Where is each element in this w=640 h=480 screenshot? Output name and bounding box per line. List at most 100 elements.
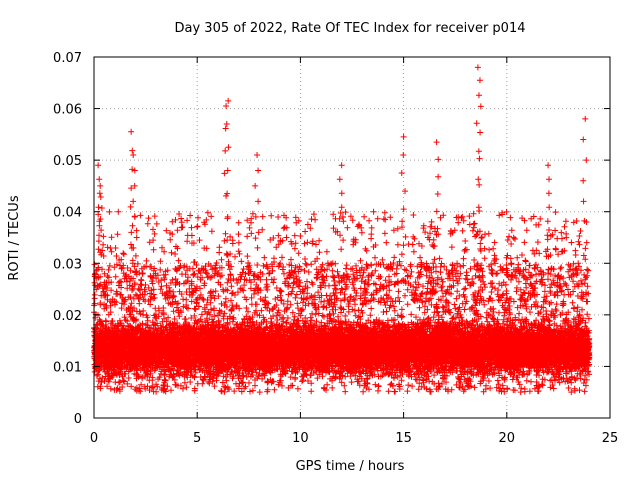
peak-trail-point <box>398 224 405 231</box>
peak-trail-point <box>127 241 134 248</box>
peak-trail-point <box>336 176 343 183</box>
peak-trail-point <box>544 218 551 225</box>
peak-trail-point <box>131 213 138 220</box>
chart-title: Day 305 of 2022, Rate Of TEC Index for r… <box>175 21 526 36</box>
peak-trail-point <box>252 213 259 220</box>
y-axis-title: ROTI / TECUs <box>7 195 22 280</box>
peak-trail-point <box>434 225 441 232</box>
x-tick-labels: 0 5 10 15 20 25 <box>90 431 618 446</box>
y-tick-label: 0.03 <box>53 257 82 272</box>
peak-trail-point <box>580 198 587 205</box>
peak-point <box>400 133 407 140</box>
peak-trail-point <box>400 206 407 213</box>
peak-trail-point <box>97 249 104 256</box>
plot-frame <box>93 56 611 419</box>
x-tick-label: 15 <box>395 431 412 446</box>
peak-point <box>476 77 483 84</box>
peak-trail-point <box>224 237 231 244</box>
peak-trail-point <box>131 167 138 174</box>
peak-trail-point <box>131 182 138 189</box>
peak-trail-point <box>128 185 135 192</box>
peak-trail-point <box>129 166 136 173</box>
peak-trail-point <box>544 232 551 239</box>
peak-trail-point <box>580 136 587 143</box>
y-tick-label: 0 <box>74 412 82 427</box>
data-points <box>91 64 593 396</box>
peak-point <box>582 115 589 122</box>
y-tick-label: 0.06 <box>53 103 82 118</box>
peak-trail-point <box>476 207 483 214</box>
peak-trail-point <box>434 191 441 198</box>
peak-trail-point <box>96 232 103 239</box>
peak-trail-point <box>546 204 553 211</box>
peak-trail-point <box>583 157 590 164</box>
peak-trail-point <box>435 173 442 180</box>
peak-trail-point <box>130 198 137 205</box>
peak-point <box>545 162 552 169</box>
peak-trail-point <box>97 216 104 223</box>
peak-trail-point <box>338 246 345 253</box>
peak-trail-point <box>129 147 136 154</box>
peak-trail-point <box>475 148 482 155</box>
peak-trail-point <box>476 155 483 162</box>
peak-trail-point <box>255 198 262 205</box>
y-tick-label: 0.07 <box>53 51 82 66</box>
peak-trail-point <box>128 229 135 236</box>
peak-trail-point <box>475 92 482 99</box>
peak-trail-point <box>433 208 440 215</box>
peak-trail-point <box>222 147 229 154</box>
peak-point <box>130 151 137 158</box>
peak-trail-point <box>544 246 551 253</box>
peak-point <box>338 162 345 169</box>
peak-trail-point <box>255 167 262 174</box>
peak-trail-point <box>225 144 232 151</box>
peak-point <box>97 182 104 189</box>
peak-trail-point <box>478 234 485 241</box>
peak-trail-point <box>545 190 552 197</box>
peak-trail-point <box>400 151 407 158</box>
peak-trail-point <box>580 177 587 184</box>
axis-ticks <box>93 56 611 419</box>
peak-point <box>433 139 440 146</box>
peak-point <box>225 97 232 104</box>
peak-trail-point <box>127 203 134 210</box>
y-tick-labels: 0 0.01 0.02 0.03 0.04 0.05 0.06 0.07 <box>53 51 82 427</box>
peak-point <box>474 64 481 71</box>
x-tick-label: 0 <box>90 431 98 446</box>
peak-trail-point <box>129 222 136 229</box>
peak-trail-point <box>224 190 231 197</box>
peak-trail-point <box>475 176 482 183</box>
peak-trail-point <box>98 227 105 234</box>
peak-point <box>95 162 102 169</box>
peak-trail-point <box>473 232 480 239</box>
peak-trail-point <box>431 242 438 249</box>
peak-trail-point <box>340 218 347 225</box>
peak-trail-point <box>224 167 231 174</box>
peak-trail-point <box>435 156 442 163</box>
peak-trail-point <box>546 176 553 183</box>
x-tick-label: 20 <box>499 431 516 446</box>
peak-trail-point <box>221 170 228 177</box>
x-tick-label: 5 <box>193 431 201 446</box>
scatter-cloud <box>91 208 593 396</box>
peak-trail-point <box>338 190 345 197</box>
peak-trail-point <box>252 182 259 189</box>
peak-trail-point <box>98 205 105 212</box>
peak-trail-point <box>96 190 103 197</box>
peak-trail-point <box>221 237 228 244</box>
peak-trail-point <box>338 204 345 211</box>
peak-point <box>128 128 135 135</box>
y-tick-label: 0.05 <box>53 154 82 169</box>
peak-trail-point <box>400 242 407 249</box>
y-tick-label: 0.01 <box>53 360 82 375</box>
peak-trail-point <box>583 219 590 226</box>
peak-trail-point <box>477 129 484 136</box>
peak-trail-point <box>222 125 229 132</box>
y-tick-label: 0.04 <box>53 206 82 221</box>
peak-trail-point <box>337 232 344 239</box>
x-tick-label: 25 <box>602 431 619 446</box>
peak-point <box>254 151 261 158</box>
peak-trail-point <box>224 213 231 220</box>
peak-trail-point <box>402 188 409 195</box>
